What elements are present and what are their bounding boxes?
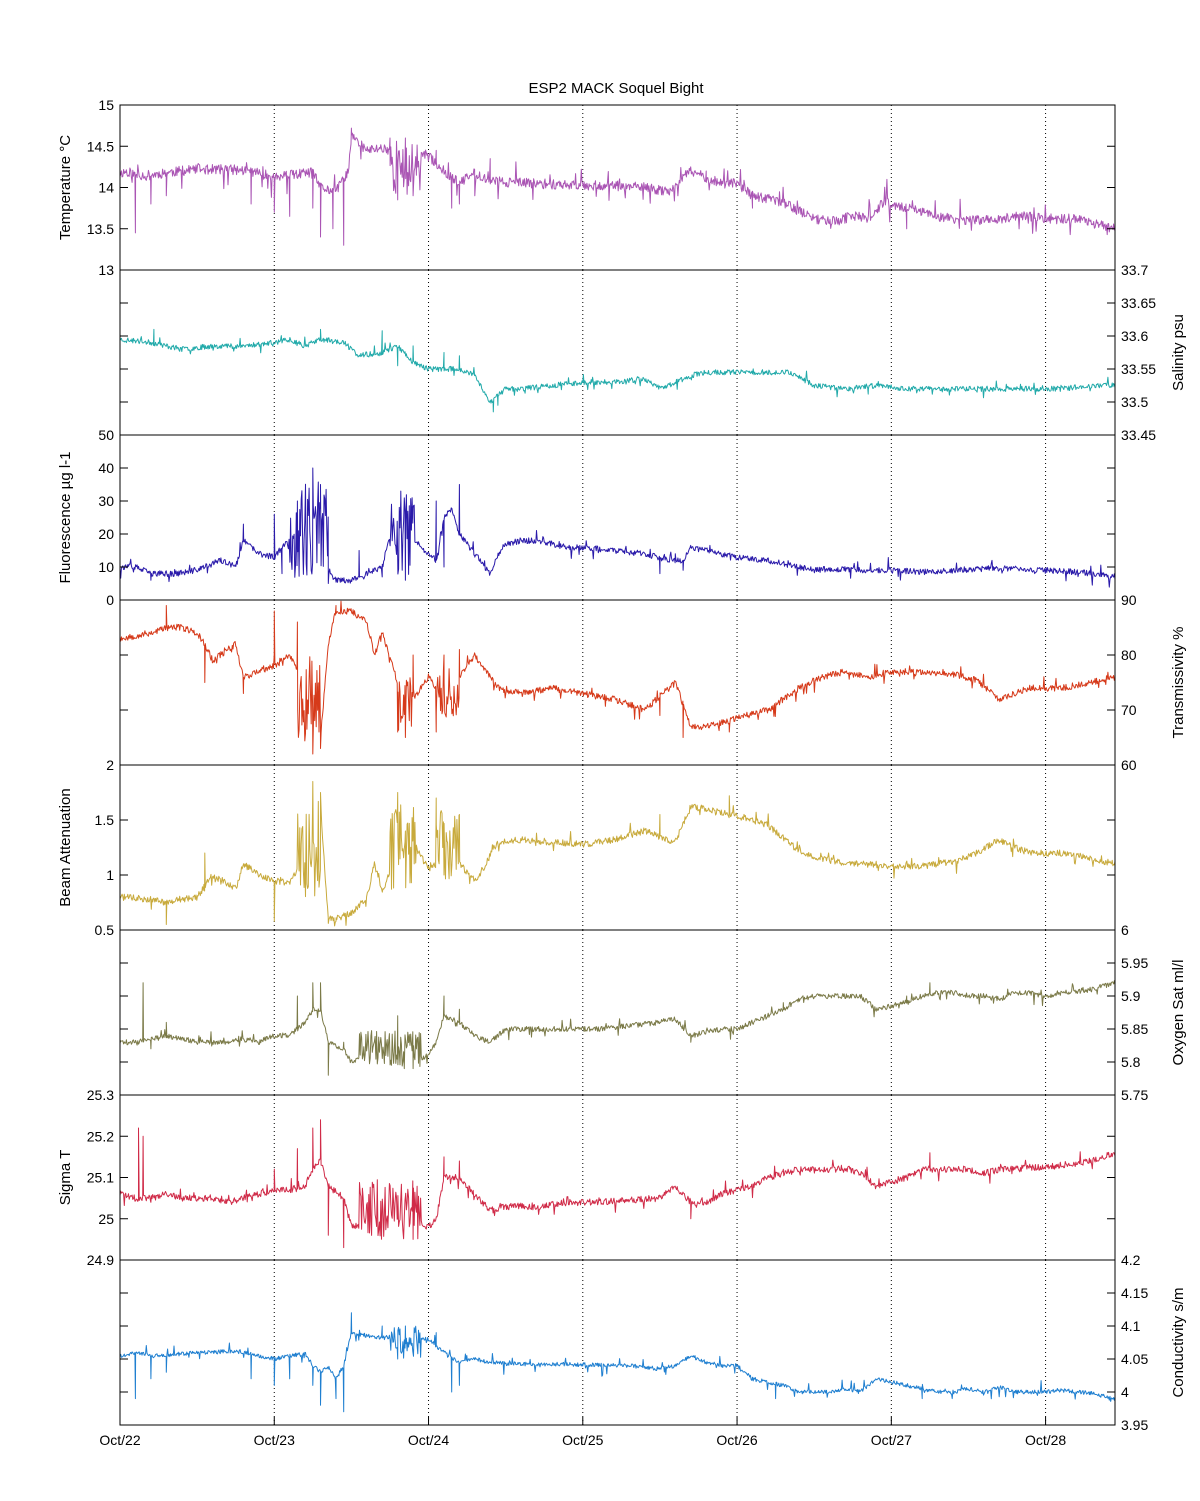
y-tick-label: 10 xyxy=(98,559,114,575)
chart-title: ESP2 MACK Soquel Bight xyxy=(528,80,704,97)
y-tick-label: 20 xyxy=(98,526,114,542)
panel-transmissivity: 60 70 80 90 Transmissivity % xyxy=(119,592,1187,773)
y-tick-label: 50 xyxy=(98,427,114,443)
series-line-oxygen-sat-ml-l xyxy=(119,980,1116,1076)
y-tick-label: 33.6 xyxy=(1121,328,1148,344)
y-tick-label: 4.15 xyxy=(1121,1285,1148,1301)
panel-oxygen-sat-ml-l: 5.75 5.8 5.85 5.9 5.95 6 Oxygen Sat ml/l xyxy=(119,922,1187,1103)
y-tick-label: 0 xyxy=(106,592,114,608)
y-tick-label: 15 xyxy=(98,97,114,113)
series-line-temperature-c xyxy=(119,127,1116,246)
x-tick-label: Oct/24 xyxy=(408,1432,449,1448)
y-tick-label: 33.45 xyxy=(1121,427,1156,443)
y-axis-label-beam-attenuation: Beam Attenuation xyxy=(57,788,74,906)
y-tick-label: 5.95 xyxy=(1121,955,1148,971)
panel-conductivity-s-m: 3.95 4 4.05 4.1 4.15 4.2 Conductivity s/m xyxy=(119,1252,1187,1433)
y-axis-label-temperature-c: Temperature °C xyxy=(57,135,74,240)
y-tick-label: 25.3 xyxy=(87,1087,114,1103)
series-line-transmissivity xyxy=(119,600,1116,755)
panel-beam-attenuation: 0.5 1 1.5 2 Beam Attenuation xyxy=(57,757,1116,938)
y-tick-label: 90 xyxy=(1121,592,1137,608)
y-tick-label: 80 xyxy=(1121,647,1137,663)
y-axis-label-fluorescence-g-l-1: Fluorescence µg l-1 xyxy=(57,451,74,583)
series-line-fluorescence-g-l-1 xyxy=(119,467,1116,588)
x-tick-label: Oct/22 xyxy=(99,1432,140,1448)
y-tick-label: 3.95 xyxy=(1121,1417,1148,1433)
y-tick-label: 4.05 xyxy=(1121,1351,1148,1367)
y-axis-label-oxygen-sat-ml-l: Oxygen Sat ml/l xyxy=(1170,960,1187,1066)
x-axis: Oct/22 Oct/23 Oct/24 Oct/25 Oct/26 Oct/27 Oct/… xyxy=(99,1417,1066,1448)
x-tick-label: Oct/28 xyxy=(1025,1432,1066,1448)
panel-frame xyxy=(119,1259,1116,1426)
y-axis-label-conductivity-s-m: Conductivity s/m xyxy=(1170,1287,1187,1397)
y-tick-label: 5.9 xyxy=(1121,988,1141,1004)
y-tick-label: 5.8 xyxy=(1121,1054,1141,1070)
y-tick-label: 13.5 xyxy=(87,221,114,237)
y-tick-label: 25.1 xyxy=(87,1170,114,1186)
y-tick-label: 5.85 xyxy=(1121,1021,1148,1037)
y-tick-label: 4.2 xyxy=(1121,1252,1141,1268)
series-line-beam-attenuation xyxy=(119,781,1116,927)
y-tick-label: 33.7 xyxy=(1121,262,1148,278)
x-tick-label: Oct/27 xyxy=(871,1432,912,1448)
y-tick-label: 5.75 xyxy=(1121,1087,1148,1103)
y-tick-label: 2 xyxy=(106,757,114,773)
y-tick-label: 4.1 xyxy=(1121,1318,1141,1334)
y-tick-label: 1 xyxy=(106,867,114,883)
series-line-sigma-t xyxy=(119,1119,1116,1249)
y-axis-label-transmissivity: Transmissivity % xyxy=(1170,627,1187,739)
y-tick-label: 33.55 xyxy=(1121,361,1156,377)
y-tick-label: 0.5 xyxy=(95,922,115,938)
y-tick-label: 70 xyxy=(1121,702,1137,718)
y-tick-label: 4 xyxy=(1121,1384,1129,1400)
y-tick-label: 14.5 xyxy=(87,138,114,154)
y-tick-label: 33.65 xyxy=(1121,295,1156,311)
y-tick-label: 24.9 xyxy=(87,1252,114,1268)
y-tick-label: 6 xyxy=(1121,922,1129,938)
y-tick-label: 14 xyxy=(98,180,114,196)
x-tick-label: Oct/26 xyxy=(716,1432,757,1448)
y-tick-label: 33.5 xyxy=(1121,394,1148,410)
y-tick-label: 30 xyxy=(98,493,114,509)
y-tick-label: 1.5 xyxy=(95,812,115,828)
panel-sigma-t: 24.9 25 25.1 25.2 25.3 Sigma T xyxy=(57,1087,1116,1268)
x-tick-label: Oct/25 xyxy=(562,1432,603,1448)
y-axis-label-salinity-psu: Salinity psu xyxy=(1170,314,1187,391)
y-tick-label: 13 xyxy=(98,262,114,278)
series-line-salinity-psu xyxy=(119,328,1116,413)
y-tick-label: 25.2 xyxy=(87,1128,114,1144)
y-tick-label: 40 xyxy=(98,460,114,476)
series-line-conductivity-s-m xyxy=(119,1312,1116,1413)
y-tick-label: 25 xyxy=(98,1211,114,1227)
y-tick-label: 60 xyxy=(1121,757,1137,773)
x-tick-label: Oct/23 xyxy=(254,1432,295,1448)
y-axis-label-sigma-t: Sigma T xyxy=(57,1150,74,1206)
